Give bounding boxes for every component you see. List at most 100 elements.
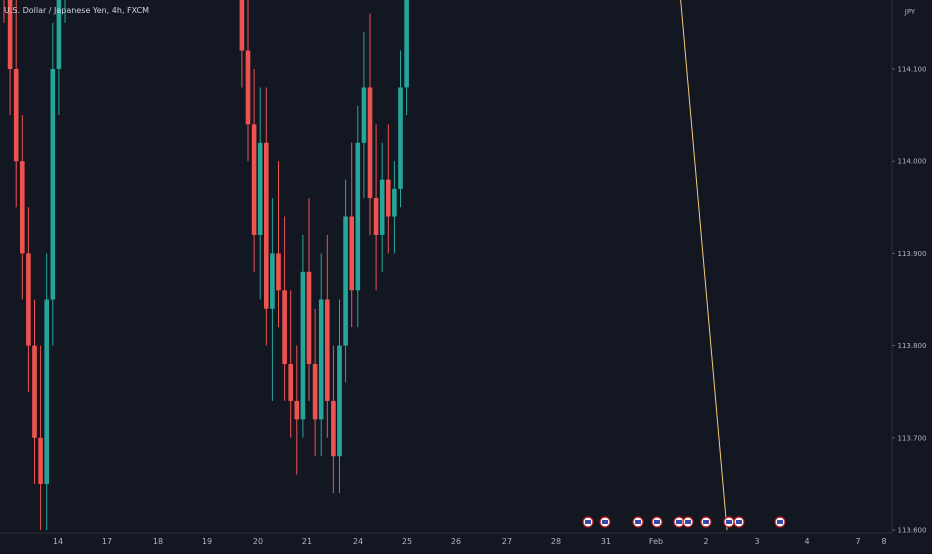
- candle-body: [13, 69, 19, 162]
- candle-body: [373, 198, 379, 235]
- projection-line: [680, 0, 728, 531]
- candle-body: [50, 69, 56, 300]
- candle: [392, 161, 397, 254]
- candle: [13, 0, 19, 208]
- candle: [20, 115, 25, 300]
- candle-body: [349, 216, 354, 291]
- y-tick-label: 113.900: [898, 250, 927, 258]
- candle-body: [239, 0, 245, 51]
- candle-body: [257, 142, 263, 235]
- candle: [404, 0, 409, 116]
- y-tick-label: 113.800: [898, 342, 927, 350]
- candle: [32, 299, 37, 484]
- drawings[interactable]: [540, 0, 728, 531]
- currency-label: JPY: [904, 8, 916, 16]
- y-tick-label: 114.100: [898, 66, 927, 74]
- candle: [306, 198, 312, 401]
- candle: [44, 253, 49, 530]
- candle-body: [331, 400, 336, 457]
- candle-body: [20, 161, 25, 254]
- event-flag-icon[interactable]: [632, 516, 644, 528]
- event-flag-icon[interactable]: [651, 516, 663, 528]
- candle-body: [26, 253, 31, 346]
- y-tick-label: 113.700: [898, 434, 927, 442]
- candle: [367, 13, 373, 235]
- candle: [349, 142, 354, 328]
- event-flag-center: [703, 520, 709, 524]
- candle: [38, 345, 43, 530]
- event-flag-icon[interactable]: [700, 516, 712, 528]
- candle-body: [288, 364, 293, 401]
- x-tick-label: 17: [102, 537, 112, 546]
- candle-body: [343, 216, 348, 346]
- candle-body: [245, 50, 251, 125]
- candle: [276, 161, 281, 328]
- candle-body: [318, 299, 324, 420]
- price-axis[interactable]: 113.600 113.700 113.800 113.900 114.000 114.1…: [891, 0, 932, 550]
- candle: [251, 69, 257, 272]
- candle: [56, 0, 62, 116]
- y-tick-label: 114.000: [898, 158, 927, 166]
- event-flag-center: [654, 520, 660, 524]
- event-flag-center: [777, 520, 783, 524]
- candle-body: [282, 290, 287, 365]
- candle: [379, 142, 385, 272]
- y-tick-label: 113.600: [898, 527, 927, 535]
- candle-body: [270, 253, 275, 309]
- x-tick-label: 3: [754, 537, 759, 546]
- candle-body: [392, 188, 397, 217]
- candle-body: [337, 345, 342, 457]
- event-flag-icon[interactable]: [774, 516, 786, 528]
- x-tick-label: 25: [402, 537, 412, 546]
- candle-body: [355, 142, 361, 291]
- x-tick-label: 28: [551, 537, 561, 546]
- candle: [325, 234, 330, 438]
- candle-body: [312, 364, 318, 420]
- candle: [50, 22, 56, 346]
- candle: [288, 290, 293, 438]
- x-tick-label: 20: [253, 537, 263, 546]
- candle-body: [404, 0, 409, 88]
- event-flag-center: [726, 520, 732, 524]
- candle-body: [251, 124, 257, 235]
- x-tick-label: 27: [502, 537, 512, 546]
- candle-body: [379, 179, 385, 235]
- candle: [300, 234, 306, 438]
- candle: [26, 207, 31, 392]
- event-flag-center: [685, 520, 691, 524]
- x-tick-label: 18: [153, 537, 163, 546]
- x-tick-label: 4: [804, 537, 809, 546]
- event-flag-icon[interactable]: [673, 516, 685, 528]
- event-flag-icon[interactable]: [733, 516, 745, 528]
- x-tick-label: 8: [881, 537, 886, 546]
- candle-body: [44, 299, 49, 484]
- candle-body: [325, 299, 330, 401]
- candle-body: [56, 0, 62, 69]
- candle: [239, 0, 245, 88]
- candle: [264, 87, 269, 346]
- candle-body: [300, 271, 306, 420]
- candle-body: [264, 142, 269, 309]
- event-flag-icon[interactable]: [682, 516, 694, 528]
- x-tick-label: 7: [855, 537, 860, 546]
- candle: [318, 253, 324, 457]
- candle: [312, 308, 318, 457]
- candle-body: [386, 179, 391, 217]
- candle: [257, 87, 263, 300]
- candle: [361, 32, 367, 199]
- candle: [270, 198, 275, 401]
- time-axis[interactable]: 14 17 18 19 20 21 24 25 26 27 28 31 Feb 2 3 4 7 8: [0, 532, 892, 546]
- candle-body: [7, 0, 13, 69]
- candle: [331, 345, 336, 494]
- event-flag-center: [736, 520, 742, 524]
- x-tick-label: 21: [302, 537, 312, 546]
- economic-events[interactable]: [582, 516, 786, 528]
- event-flag-icon[interactable]: [599, 516, 611, 528]
- candle: [245, 0, 251, 162]
- candle: [386, 124, 391, 254]
- candle-body: [361, 87, 367, 143]
- event-flag-icon[interactable]: [582, 516, 594, 528]
- event-flag-icon[interactable]: [723, 516, 735, 528]
